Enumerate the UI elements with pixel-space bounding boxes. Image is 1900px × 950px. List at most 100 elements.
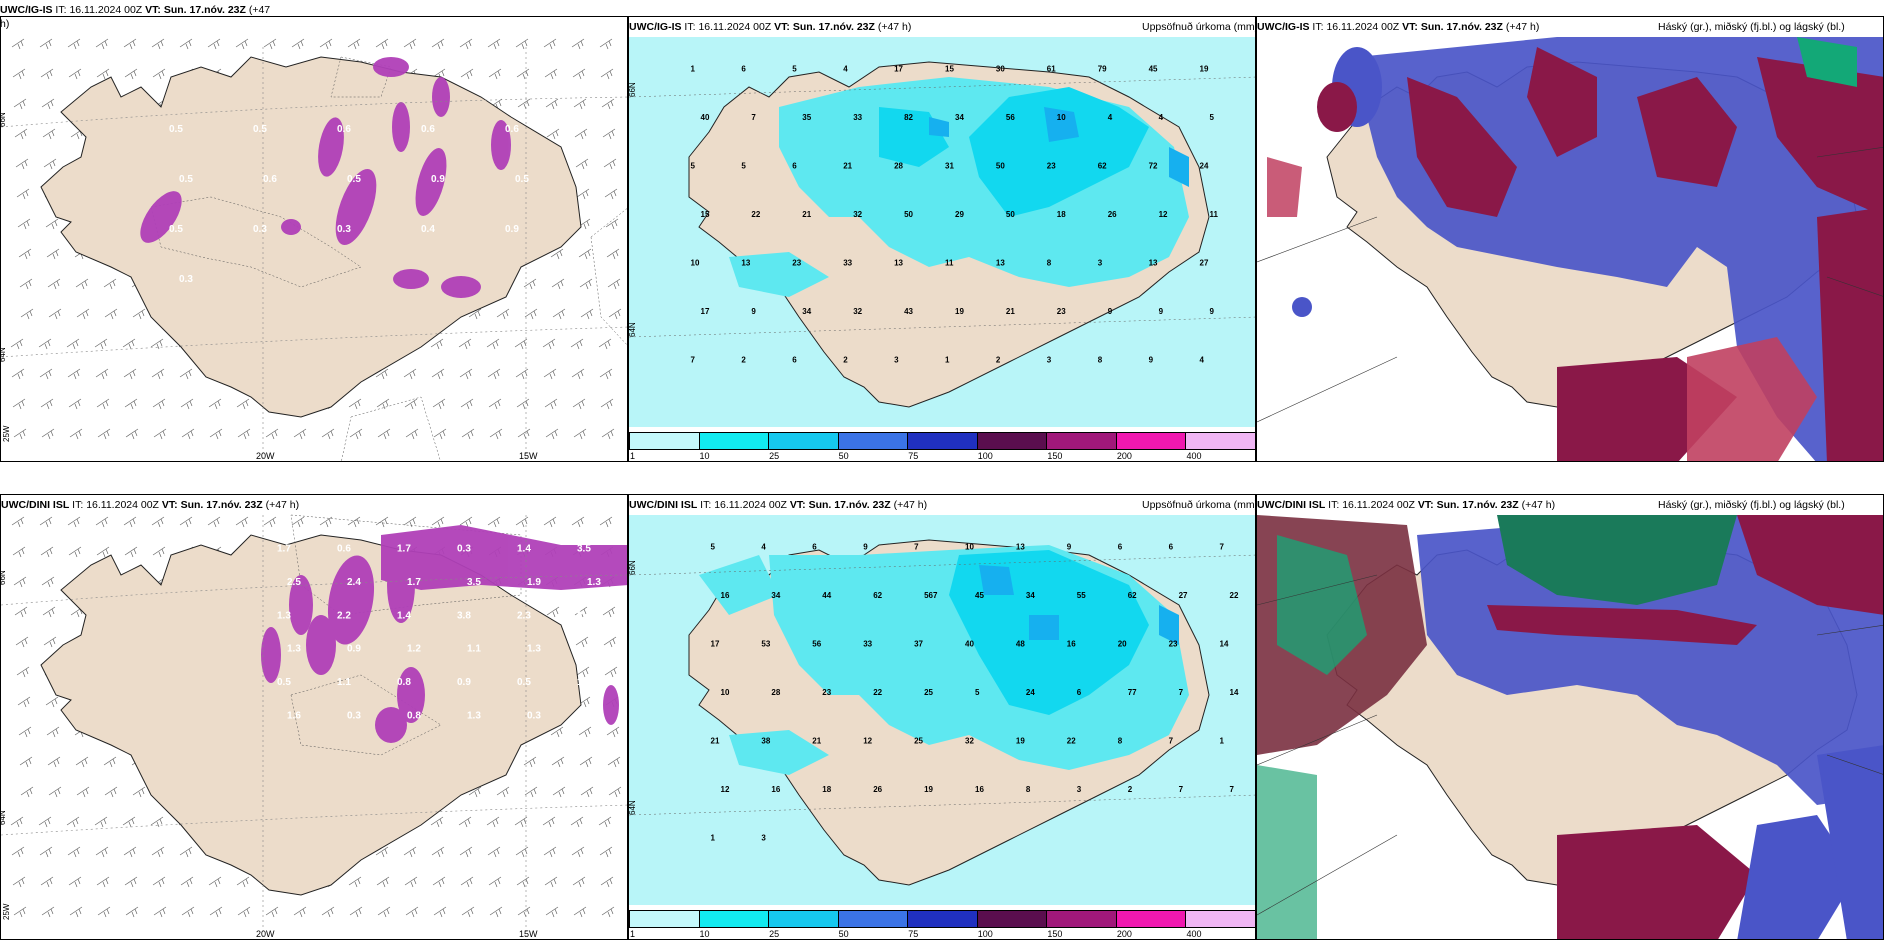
value-label: 18 [1057,210,1066,219]
wind-barb [265,428,279,440]
wind-barb [179,368,193,380]
it-label: IT: [72,499,84,511]
value-label: 23 [1169,639,1178,648]
value-label: 24 [1026,688,1035,697]
value-label: 11 [945,259,954,268]
wind-barb [571,38,585,50]
wind-barb [516,68,530,80]
wind-barb [468,308,482,320]
wind-barb [96,876,110,888]
wind-barb [403,846,417,858]
wind-barb [319,516,333,528]
wind-barb [125,906,139,918]
wind-barb [544,876,558,888]
value-label: 6 [812,542,817,551]
wind-barb [608,786,622,798]
unit-title: Uppsöfnuð úrkoma (mm) [1142,21,1259,33]
lon-label: 15W [519,929,538,939]
value-label: 9 [1159,307,1164,316]
wind-barb [153,906,167,918]
value-label: 0.3 [337,224,351,235]
wind-barb [574,606,588,618]
wind-barb [403,368,417,380]
unit-title: Háský (gr.), miðský (fj.bl.) og lágský (… [1658,21,1845,33]
wind-barb [575,636,589,648]
colorbar-tick: 100 [977,929,993,939]
wind-barb [404,398,418,410]
value-label: 17 [894,64,903,73]
hatch-region [590,208,627,346]
wind-barb [486,338,500,350]
panel-title-wrap: h) [0,18,10,30]
wind-barb [573,98,587,110]
colorbar-swatch [629,432,700,450]
colorbar-swatch [629,910,700,928]
wind-barb [552,308,566,320]
value-label: 5 [741,161,746,170]
vt-label: VT: [789,499,806,511]
wind-barb [263,38,277,50]
value-label: 14 [1220,639,1229,648]
value-label: 1.4 [397,610,411,621]
value-label: 7 [691,356,696,365]
precip-shading [699,545,1189,775]
it-value: 16.11.2024 00Z [1342,499,1415,511]
colorbar-tick: 400 [1186,451,1202,461]
value-label: 1.3 [277,610,291,621]
wind-barb [603,158,617,170]
vt-label: VT: [1417,499,1434,511]
value-label: 9 [1108,307,1113,316]
value-label: 34 [1026,591,1035,600]
value-label: 5 [792,64,797,73]
unit-title: Uppsöfnuð úrkoma (mm) [1142,499,1259,511]
panel-title: UWC/IG-IS IT: 16.11.2024 00Z VT: Sun. 17… [1257,21,1539,33]
wind-barb [570,816,584,828]
wind-barb [544,68,558,80]
wind-barb [125,428,139,440]
wind-barb [69,428,83,440]
value-label: 3 [761,834,766,843]
it-label: IT: [55,4,67,16]
wind-barb [321,428,335,440]
wind-barb [578,248,592,260]
wind-barb [69,906,83,918]
colorbar-swatch [907,432,978,450]
value-label: 72 [1149,161,1158,170]
wind-barb [607,756,621,768]
vt-label: VT: [145,4,161,16]
wind-barb [600,398,614,410]
value-label: 3 [1098,259,1103,268]
wind-barb [97,906,111,918]
colorbar-tick: 10 [699,451,710,461]
wind-barb [601,906,615,918]
wind-barb [235,516,249,528]
wind-barb [599,38,613,50]
wind-map-panel-bottom: 20W 15W 66N 64N 25W 1.7 0.6 1.7 0.3 1.4 3.5 2.… [0,494,628,940]
wind-barb [291,38,305,50]
wind-barb [516,876,530,888]
value-label: 21 [711,737,720,746]
lead-time: (+47 h) [877,21,912,33]
vt-value: Sun. 17.nóv. 23Z [792,21,875,33]
wind-barb [458,338,472,350]
wind-barb [95,368,109,380]
value-label: 13 [996,259,1005,268]
wind-barb [68,68,82,80]
wind-map-top: 20W 15W 66N 64N 25W 0.5 0.5 0.6 0.6 0.60.5 0.… [1,38,627,461]
wind-barb [235,38,249,50]
value-label: 21 [812,737,821,746]
wind-barb [207,38,221,50]
value-label: 23 [1057,307,1066,316]
wind-barb [42,128,56,140]
value-label: 2 [996,356,1001,365]
value-label: 35 [802,113,811,122]
lat-label: 64N [629,322,637,337]
value-label: 19 [924,785,933,794]
wind-barb [94,338,108,350]
panel-title: UWC/DINI ISL IT: 16.11.2024 00Z VT: Sun.… [1257,499,1555,511]
vt-label: VT: [161,499,178,511]
wind-barb [460,398,474,410]
cloud-map-bottom [1257,515,1883,939]
value-label: 1.7 [277,544,291,555]
value-label: 24 [1200,161,1209,170]
